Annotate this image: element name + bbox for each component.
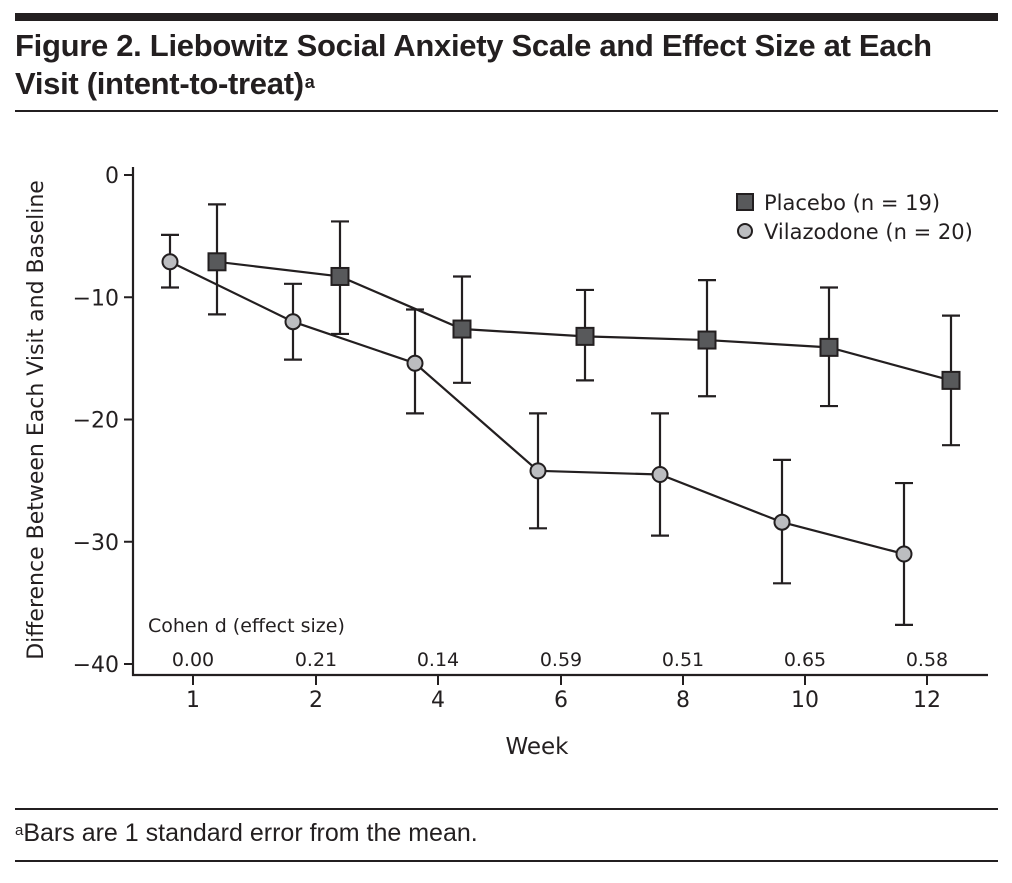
data-point-square <box>207 252 227 272</box>
data-point-circle <box>773 513 791 531</box>
x-tick-label: 8 <box>676 688 690 713</box>
legend: Placebo (n = 19) Vilazodone (n = 20) <box>736 191 973 244</box>
effect-size-label: Cohen d (effect size) <box>148 615 345 637</box>
data-point-circle <box>529 462 547 480</box>
x-tick-label: 6 <box>554 688 568 713</box>
y-tick-label: 0 <box>105 164 119 189</box>
y-tick-label: −20 <box>73 409 119 434</box>
effect-size-value: 0.65 <box>784 649 826 671</box>
x-tick-label: 1 <box>186 688 200 713</box>
x-axis-title: Week <box>505 734 569 760</box>
data-point-square <box>819 337 839 357</box>
y-tick-label: −30 <box>73 531 119 556</box>
title-rule <box>15 110 998 112</box>
x-tick-label: 10 <box>791 688 819 713</box>
effect-size-value: 0.51 <box>662 649 704 671</box>
axes: 0 −10 −20 −30 −40 Difference Between Each Vis… <box>24 164 988 760</box>
x-tick-label: 4 <box>431 688 445 713</box>
effect-size-value: 0.00 <box>172 649 214 671</box>
data-point-circle <box>284 313 302 331</box>
effect-size-value: 0.59 <box>540 649 582 671</box>
footnote-rule-top <box>15 808 998 810</box>
top-rule <box>15 13 998 21</box>
effect-size-value: 0.21 <box>295 649 337 671</box>
data-point-square <box>452 319 472 339</box>
footnote-marker: a <box>15 822 24 839</box>
data-point-square <box>697 330 717 350</box>
data-point-square <box>330 266 350 286</box>
legend-label: Vilazodone (n = 20) <box>764 220 973 244</box>
footnote: aBars are 1 standard error from the mean… <box>15 818 478 848</box>
effect-size-value: 0.58 <box>906 649 948 671</box>
data-point-circle <box>406 354 424 372</box>
data-point-circle <box>161 253 179 271</box>
x-tick-label: 2 <box>309 688 323 713</box>
data-point-circle <box>651 466 669 484</box>
legend-circle-icon <box>737 223 753 239</box>
y-tick-label: −40 <box>73 653 119 678</box>
legend-label: Placebo (n = 19) <box>764 191 940 215</box>
legend-square-icon <box>736 193 754 211</box>
series-square <box>207 203 961 447</box>
series-layer <box>161 203 961 626</box>
figure-title-text: Figure 2. Liebowitz Social Anxiety Scale… <box>15 28 932 101</box>
y-tick-label: −10 <box>73 286 119 311</box>
footnote-rule-bottom <box>15 860 998 862</box>
data-point-square <box>575 326 595 346</box>
figure-title: Figure 2. Liebowitz Social Anxiety Scale… <box>15 27 995 103</box>
title-footnote-marker: a <box>304 72 315 92</box>
x-tick-label: 12 <box>913 688 941 713</box>
effect-size-value: 0.14 <box>417 649 459 671</box>
y-axis-title: Difference Between Each Visit and Baseli… <box>24 180 49 660</box>
footnote-text: Bars are 1 standard error from the mean. <box>23 819 478 847</box>
data-point-square <box>941 370 961 390</box>
data-point-circle <box>895 545 913 563</box>
series-circle <box>161 233 913 626</box>
